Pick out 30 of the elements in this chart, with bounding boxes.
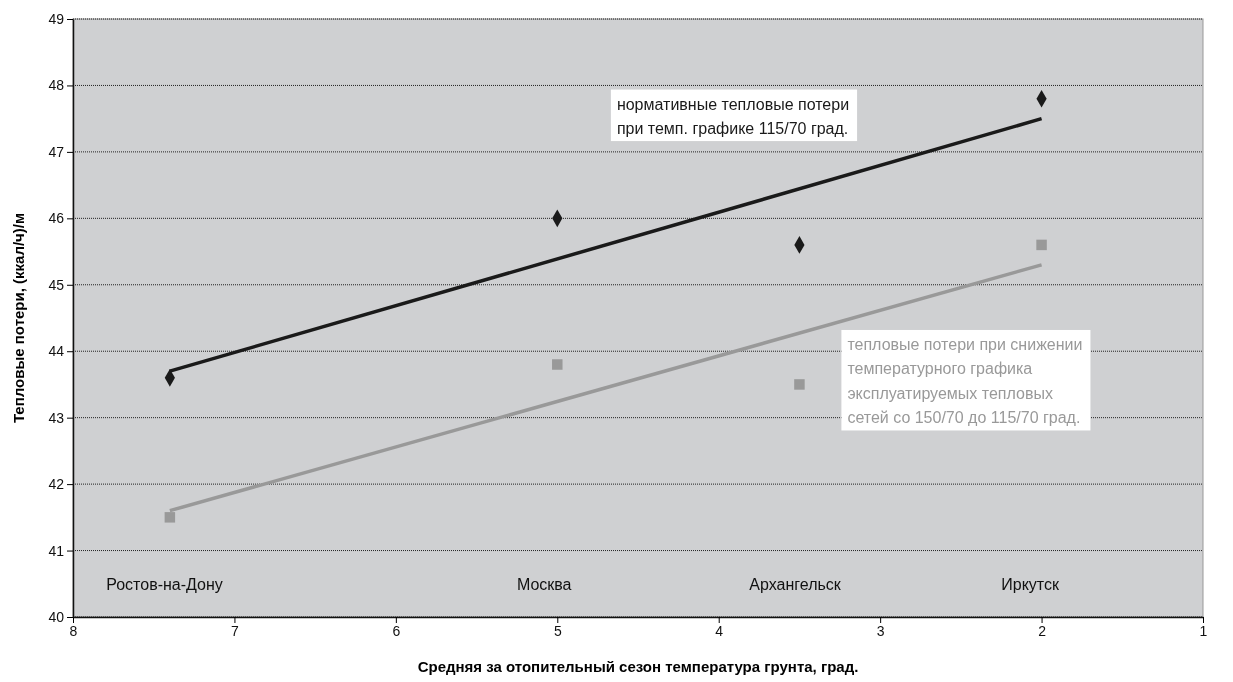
point	[794, 379, 805, 390]
annotation: Москва	[516, 576, 572, 593]
y-tick-label: 49	[48, 10, 65, 27]
y-tick-label: 47	[48, 143, 65, 160]
y-tick-label: 41	[48, 542, 65, 559]
text: нормативные тепловые потери при темп. графике 115/70 град.	[616, 95, 850, 138]
x-tick-label: 5	[553, 622, 562, 639]
annotation: Иркутск	[1001, 576, 1060, 593]
x-tick-label: 2	[1038, 622, 1047, 639]
y-tick-label: 48	[48, 77, 65, 94]
x-tick-label: 1	[1199, 622, 1208, 639]
x-tick-label: 8	[69, 622, 78, 639]
point	[164, 512, 176, 523]
series-label: тепловые потери при снижении температурного графика эксплуатируемых тепловых сетей со 150/70 до 115/70 град.	[847, 335, 1083, 427]
point	[1036, 239, 1047, 251]
y-tick-label: 46	[48, 210, 65, 227]
y-tick-label: 45	[48, 276, 65, 293]
y-tick-label: 40	[48, 608, 65, 625]
x-tick-label: 6	[392, 622, 401, 639]
annotation: Ростов-на-Дону	[106, 576, 223, 593]
y-tick-label: 44	[48, 343, 65, 360]
annotation: Архангельск	[749, 576, 842, 593]
point	[552, 359, 563, 370]
x-axis-title: Средняя за отопительный сезон температура грунта, град.	[417, 658, 859, 675]
x-tick-label: 4	[715, 622, 724, 639]
x-tick-label: 7	[231, 622, 240, 639]
y-tick-label: 43	[48, 409, 65, 426]
y-axis-title: Тепловые потери, (ккал/ч)/м	[10, 212, 27, 424]
x-tick-label: 3	[876, 622, 885, 639]
y-tick-label: 42	[48, 476, 65, 493]
